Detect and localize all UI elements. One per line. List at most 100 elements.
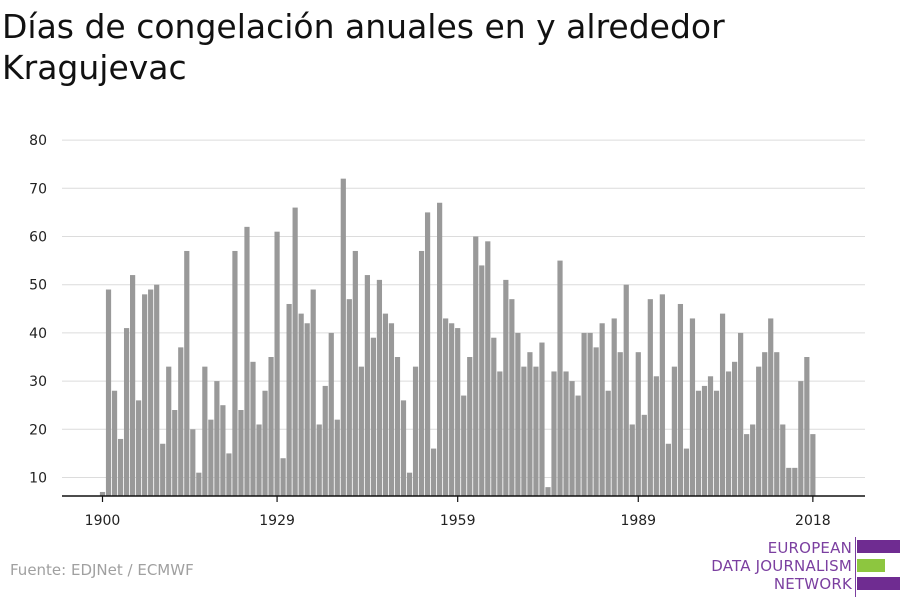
bar-1947 xyxy=(382,313,389,496)
bar-1939 xyxy=(334,419,340,496)
bar-1977 xyxy=(563,371,569,496)
bar-1902 xyxy=(111,390,118,496)
bar-1955 xyxy=(431,448,437,496)
bar-1953 xyxy=(418,250,425,496)
bar-1944 xyxy=(364,275,370,496)
bar-2006 xyxy=(738,332,744,496)
bar-2007 xyxy=(744,434,750,496)
logo-text-network: NETWORK xyxy=(773,575,852,593)
bar-1928 xyxy=(268,357,274,496)
y-axis: 10 20 30 40 50 60 70 80 xyxy=(29,133,47,486)
bar-1938 xyxy=(328,332,334,496)
bar-1961 xyxy=(467,357,473,496)
bar-1995 xyxy=(671,366,677,496)
bar-1962 xyxy=(473,236,479,496)
bar-1981 xyxy=(587,332,593,496)
y-tick-label: 50 xyxy=(29,278,47,294)
bar-1929 xyxy=(274,231,280,496)
bar-1951 xyxy=(406,472,413,496)
bar-1971 xyxy=(527,352,533,496)
bar-1954 xyxy=(424,212,431,496)
bar-2015 xyxy=(792,467,798,496)
bar-1913 xyxy=(178,347,184,496)
bar-1933 xyxy=(298,313,304,496)
bar-1969 xyxy=(515,332,521,496)
bar-1948 xyxy=(388,323,395,496)
bar-1996 xyxy=(677,303,684,496)
x-tick-label: 1959 xyxy=(440,513,476,529)
y-tick-label: 70 xyxy=(29,181,47,197)
source-note: Fuente: EDJNet / ECMWF xyxy=(10,561,194,579)
bar-1903 xyxy=(117,438,124,496)
x-tick-label: 2018 xyxy=(795,513,831,529)
bar-1940 xyxy=(340,178,346,496)
logo-bar-bottom xyxy=(857,577,900,590)
bar-1975 xyxy=(551,371,557,496)
bar-1959 xyxy=(455,328,461,496)
logo-text-data-journalism: DATA JOURNALISM xyxy=(711,557,852,575)
bar-1970 xyxy=(521,366,527,496)
bar-1910 xyxy=(160,443,166,496)
bar-1985 xyxy=(611,318,617,496)
bar-1957 xyxy=(443,318,449,496)
bar-1942 xyxy=(352,250,358,496)
bar-1917 xyxy=(202,366,208,496)
bar-1965 xyxy=(491,337,497,496)
bar-1904 xyxy=(123,328,130,496)
bar-1966 xyxy=(497,371,503,496)
gridlines xyxy=(62,139,865,478)
bar-1906 xyxy=(136,400,142,496)
bar-1937 xyxy=(322,385,328,496)
y-tick-label: 60 xyxy=(29,230,47,246)
bar-1991 xyxy=(647,299,653,496)
bar-2014 xyxy=(786,467,792,496)
edjnet-logo: EUROPEAN DATA JOURNALISM NETWORK xyxy=(700,537,900,597)
bar-1941 xyxy=(346,299,352,496)
x-axis: 1900 1929 1959 1989 2018 xyxy=(85,496,831,529)
bar-2018 xyxy=(810,434,816,496)
bar-1924 xyxy=(244,226,250,497)
bar-2009 xyxy=(756,366,762,496)
bar-1900 xyxy=(99,491,106,496)
bar-1936 xyxy=(316,424,322,496)
bar-1911 xyxy=(166,366,172,496)
bar-1973 xyxy=(539,342,545,496)
bar-1932 xyxy=(292,207,298,496)
bar-1918 xyxy=(208,419,214,496)
bar-2004 xyxy=(725,371,732,496)
bar-1950 xyxy=(400,400,407,496)
bar-2000 xyxy=(701,385,708,496)
bar-1943 xyxy=(358,366,364,496)
bar-2011 xyxy=(768,318,774,496)
bar-1960 xyxy=(461,395,467,496)
bar-1986 xyxy=(617,352,623,496)
bar-1997 xyxy=(683,448,690,496)
y-tick-label: 10 xyxy=(29,471,47,487)
bar-1921 xyxy=(226,453,232,496)
bar-1908 xyxy=(148,289,154,496)
bar-1974 xyxy=(545,487,551,496)
bar-1984 xyxy=(605,390,611,496)
bar-1915 xyxy=(190,429,196,496)
logo-bar-top xyxy=(857,540,900,553)
bar-2002 xyxy=(713,390,720,496)
bar-1968 xyxy=(509,299,515,496)
bar-1964 xyxy=(485,241,491,496)
bar-1930 xyxy=(280,458,286,496)
x-tick-label: 1900 xyxy=(85,513,121,529)
bar-1901 xyxy=(105,289,112,496)
bar-1907 xyxy=(142,294,148,496)
bar-1905 xyxy=(130,275,136,496)
logo-divider xyxy=(855,537,856,597)
y-tick-label: 80 xyxy=(29,133,47,149)
bar-2012 xyxy=(774,352,780,496)
bar-1949 xyxy=(394,357,401,496)
chart-title: Días de congelación anuales en y alreded… xyxy=(2,7,725,87)
bar-1925 xyxy=(250,361,256,496)
bar-2013 xyxy=(780,424,786,496)
bar-1994 xyxy=(665,443,671,496)
bars xyxy=(99,178,816,497)
x-tick-label: 1989 xyxy=(620,513,656,529)
bar-1987 xyxy=(623,284,629,496)
